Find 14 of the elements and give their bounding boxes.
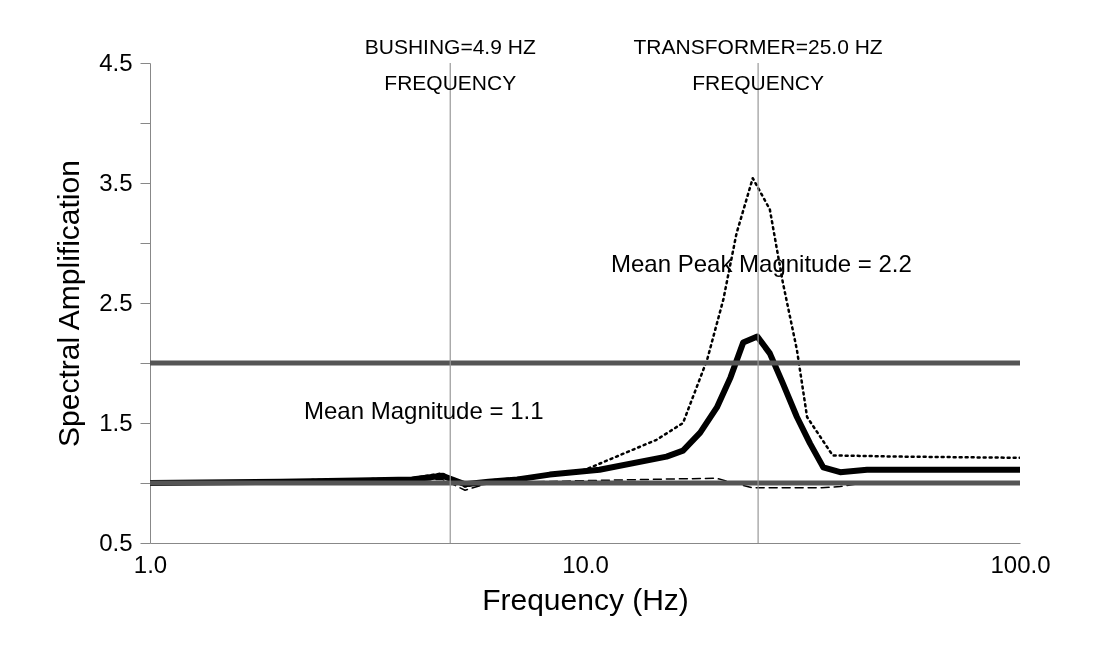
y-tick-label: 2.5 bbox=[99, 288, 133, 316]
annotation: Mean Magnitude = 1.1 bbox=[304, 397, 544, 424]
x-tick-label: 10.0 bbox=[562, 550, 609, 578]
x-tick-label: 1.0 bbox=[133, 550, 168, 578]
ref-line-label: BUSHING=4.9 HZ FREQUENCY bbox=[364, 35, 536, 94]
y-tick-label: 0.5 bbox=[99, 528, 133, 556]
y-tick-label: 4.5 bbox=[99, 48, 133, 76]
y-axis-title: Spectral Amplification bbox=[52, 160, 86, 447]
x-tick-label: 100.0 bbox=[990, 550, 1051, 578]
ref-line-label: TRANSFORMER=25.0 HZ FREQUENCY bbox=[633, 35, 883, 94]
annotation: Mean Peak Magnitude = 2.2 bbox=[611, 250, 912, 277]
y-tick-label: 1.5 bbox=[99, 408, 133, 436]
y-tick-label: 3.5 bbox=[99, 168, 133, 196]
x-axis-title: Frequency (Hz) bbox=[482, 582, 689, 616]
